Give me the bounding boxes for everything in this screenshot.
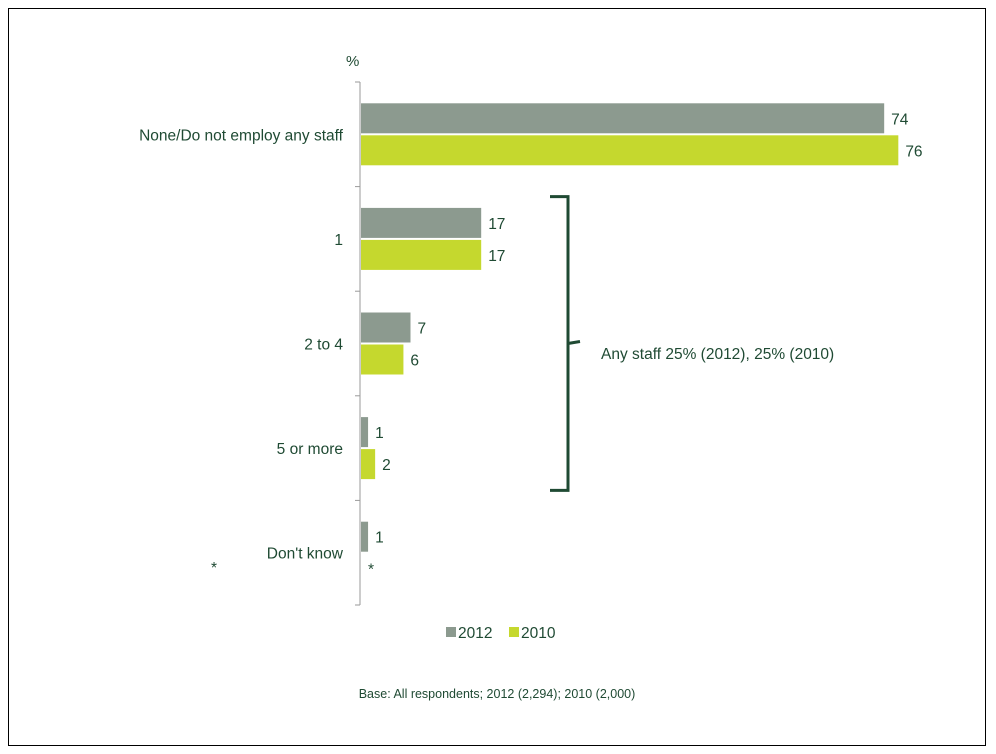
data-label-2010: 6 — [410, 353, 419, 370]
bar-2012 — [361, 207, 482, 238]
bar-2010 — [361, 344, 404, 375]
axis — [355, 81, 361, 606]
legend-label-2010: 2010 — [521, 625, 556, 642]
legend-swatch-2012 — [446, 627, 456, 637]
category-label: Don't know — [267, 546, 344, 563]
bar-2010 — [361, 135, 899, 166]
data-label-2012: 17 — [488, 216, 505, 233]
legend: 2012 2010 — [446, 625, 556, 642]
bar-2012 — [361, 103, 885, 134]
category-label: None/Do not employ any staff — [139, 127, 344, 144]
data-label-2010: 17 — [488, 248, 505, 265]
bar-2010 — [361, 239, 482, 270]
bar-2010 — [361, 449, 376, 480]
base-note: Base: All respondents; 2012 (2,294); 201… — [359, 687, 636, 701]
category-labels: None/Do not employ any staff 1 2 to 4 5 or … — [139, 127, 344, 562]
data-label-2010: 2 — [382, 457, 391, 474]
category-label: 5 or more — [277, 441, 343, 458]
category-label: 2 to 4 — [304, 337, 343, 354]
bar-2012 — [361, 312, 411, 343]
unit-label: % — [346, 53, 359, 70]
category-label: 1 — [334, 232, 343, 249]
data-label-2012: 74 — [891, 111, 909, 128]
annotation-text: Any staff 25% (2012), 25% (2010) — [601, 346, 834, 363]
chart-frame: % 74 76 17 17 7 6 1 2 1 * None/Do not employ any … — [8, 8, 986, 746]
stray-marker: * — [211, 560, 217, 577]
data-label-2012: 1 — [375, 530, 384, 547]
data-label-2012: 1 — [375, 425, 384, 442]
data-label-2012: 7 — [417, 321, 426, 338]
legend-label-2012: 2012 — [458, 625, 492, 642]
data-label-2010: 76 — [905, 143, 922, 160]
bracket-pointer — [567, 340, 581, 345]
any-staff-bracket — [550, 195, 581, 492]
bracket-line — [550, 195, 570, 492]
data-label-2010: * — [368, 562, 374, 579]
bar-2012 — [361, 417, 369, 448]
bar-2012 — [361, 521, 369, 552]
legend-swatch-2010 — [509, 627, 519, 637]
bars — [361, 103, 899, 552]
